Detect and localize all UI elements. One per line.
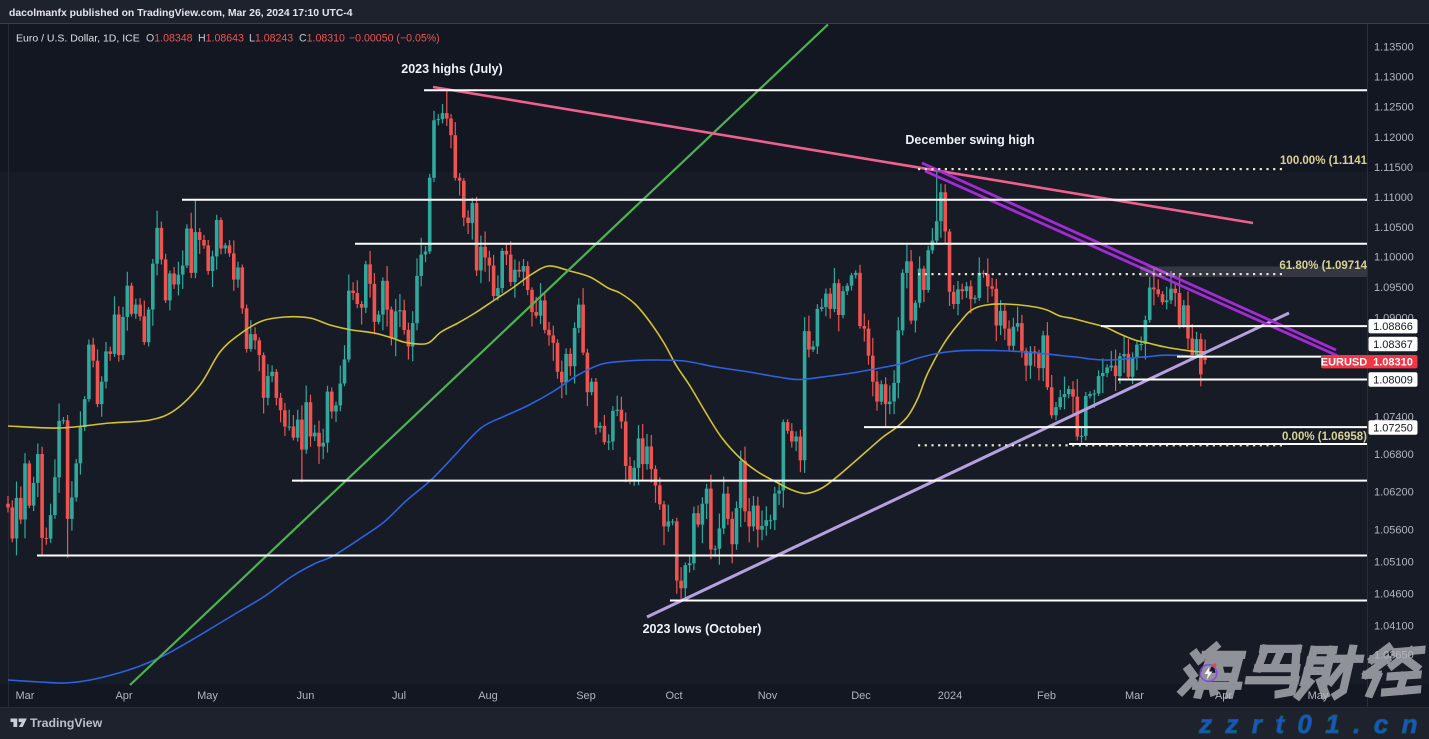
- svg-text:1.06800: 1.06800: [1374, 449, 1414, 461]
- svg-text:100.00% (1.1141: 100.00% (1.1141: [1280, 155, 1368, 167]
- svg-text:1.05600: 1.05600: [1374, 525, 1414, 537]
- svg-text:−0.00050 (−0.05%): −0.00050 (−0.05%): [349, 33, 440, 45]
- svg-text:1.08009: 1.08009: [1373, 375, 1413, 387]
- svg-text:1.09500: 1.09500: [1374, 282, 1414, 294]
- svg-text:61.80% (1.09714: 61.80% (1.09714: [1279, 260, 1367, 272]
- svg-text:EURUSD: EURUSD: [1321, 357, 1368, 369]
- svg-text:1.13500: 1.13500: [1374, 42, 1414, 54]
- svg-text:December swing high: December swing high: [905, 133, 1034, 147]
- svg-text:1.12000: 1.12000: [1374, 132, 1414, 144]
- svg-text:1.05100: 1.05100: [1374, 556, 1414, 568]
- svg-text:0.00% (1.06958): 0.00% (1.06958): [1282, 431, 1367, 443]
- svg-text:1.10500: 1.10500: [1374, 222, 1414, 234]
- svg-text:Dec: Dec: [851, 690, 871, 702]
- svg-text:Jun: Jun: [297, 690, 315, 702]
- svg-text:1.11500: 1.11500: [1374, 162, 1413, 174]
- svg-text:Euro / U.S. Dollar, 1D, ICE: Euro / U.S. Dollar, 1D, ICE: [16, 33, 140, 45]
- svg-text:1.08866: 1.08866: [1373, 321, 1413, 333]
- svg-text:1.10000: 1.10000: [1374, 251, 1414, 263]
- svg-text:zzrt01.cn: zzrt01.cn: [1198, 709, 1429, 739]
- svg-text:1.04600: 1.04600: [1374, 588, 1414, 600]
- svg-text:1.04100: 1.04100: [1374, 620, 1414, 632]
- svg-text:1.06200: 1.06200: [1374, 487, 1414, 499]
- svg-text:May: May: [1308, 690, 1329, 702]
- svg-text:dacolmanfx published on Tradin: dacolmanfx published on TradingView.com,…: [9, 8, 353, 19]
- svg-text:L1.08243: L1.08243: [249, 33, 293, 45]
- svg-text:TradingView: TradingView: [30, 716, 103, 730]
- svg-text:O1.08348: O1.08348: [146, 33, 193, 45]
- svg-text:2024: 2024: [938, 690, 962, 702]
- svg-text:Mar: Mar: [1125, 690, 1144, 702]
- svg-text:1.11000: 1.11000: [1374, 192, 1413, 204]
- svg-text:2023 lows (October): 2023 lows (October): [643, 622, 762, 636]
- svg-text:2023 highs (July): 2023 highs (July): [401, 62, 502, 76]
- svg-text:H1.08643: H1.08643: [198, 33, 244, 45]
- svg-text:Oct: Oct: [665, 690, 682, 702]
- svg-text:1.08367: 1.08367: [1373, 339, 1413, 351]
- svg-text:Jul: Jul: [392, 690, 406, 702]
- svg-text:May: May: [197, 690, 218, 702]
- svg-text:Aug: Aug: [478, 690, 498, 702]
- svg-text:Apr: Apr: [1215, 690, 1232, 702]
- svg-text:Feb: Feb: [1037, 690, 1056, 702]
- svg-text:1.03650: 1.03650: [1374, 650, 1414, 662]
- svg-text:1.13000: 1.13000: [1374, 72, 1414, 84]
- svg-text:Mar: Mar: [16, 690, 35, 702]
- svg-text:1.08310: 1.08310: [1373, 357, 1413, 369]
- svg-text:C1.08310: C1.08310: [299, 33, 345, 45]
- svg-text:1.07250: 1.07250: [1373, 423, 1413, 435]
- svg-text:Apr: Apr: [115, 690, 132, 702]
- svg-text:Sep: Sep: [576, 690, 596, 702]
- svg-text:1.12500: 1.12500: [1374, 102, 1414, 114]
- svg-text:Nov: Nov: [758, 690, 778, 702]
